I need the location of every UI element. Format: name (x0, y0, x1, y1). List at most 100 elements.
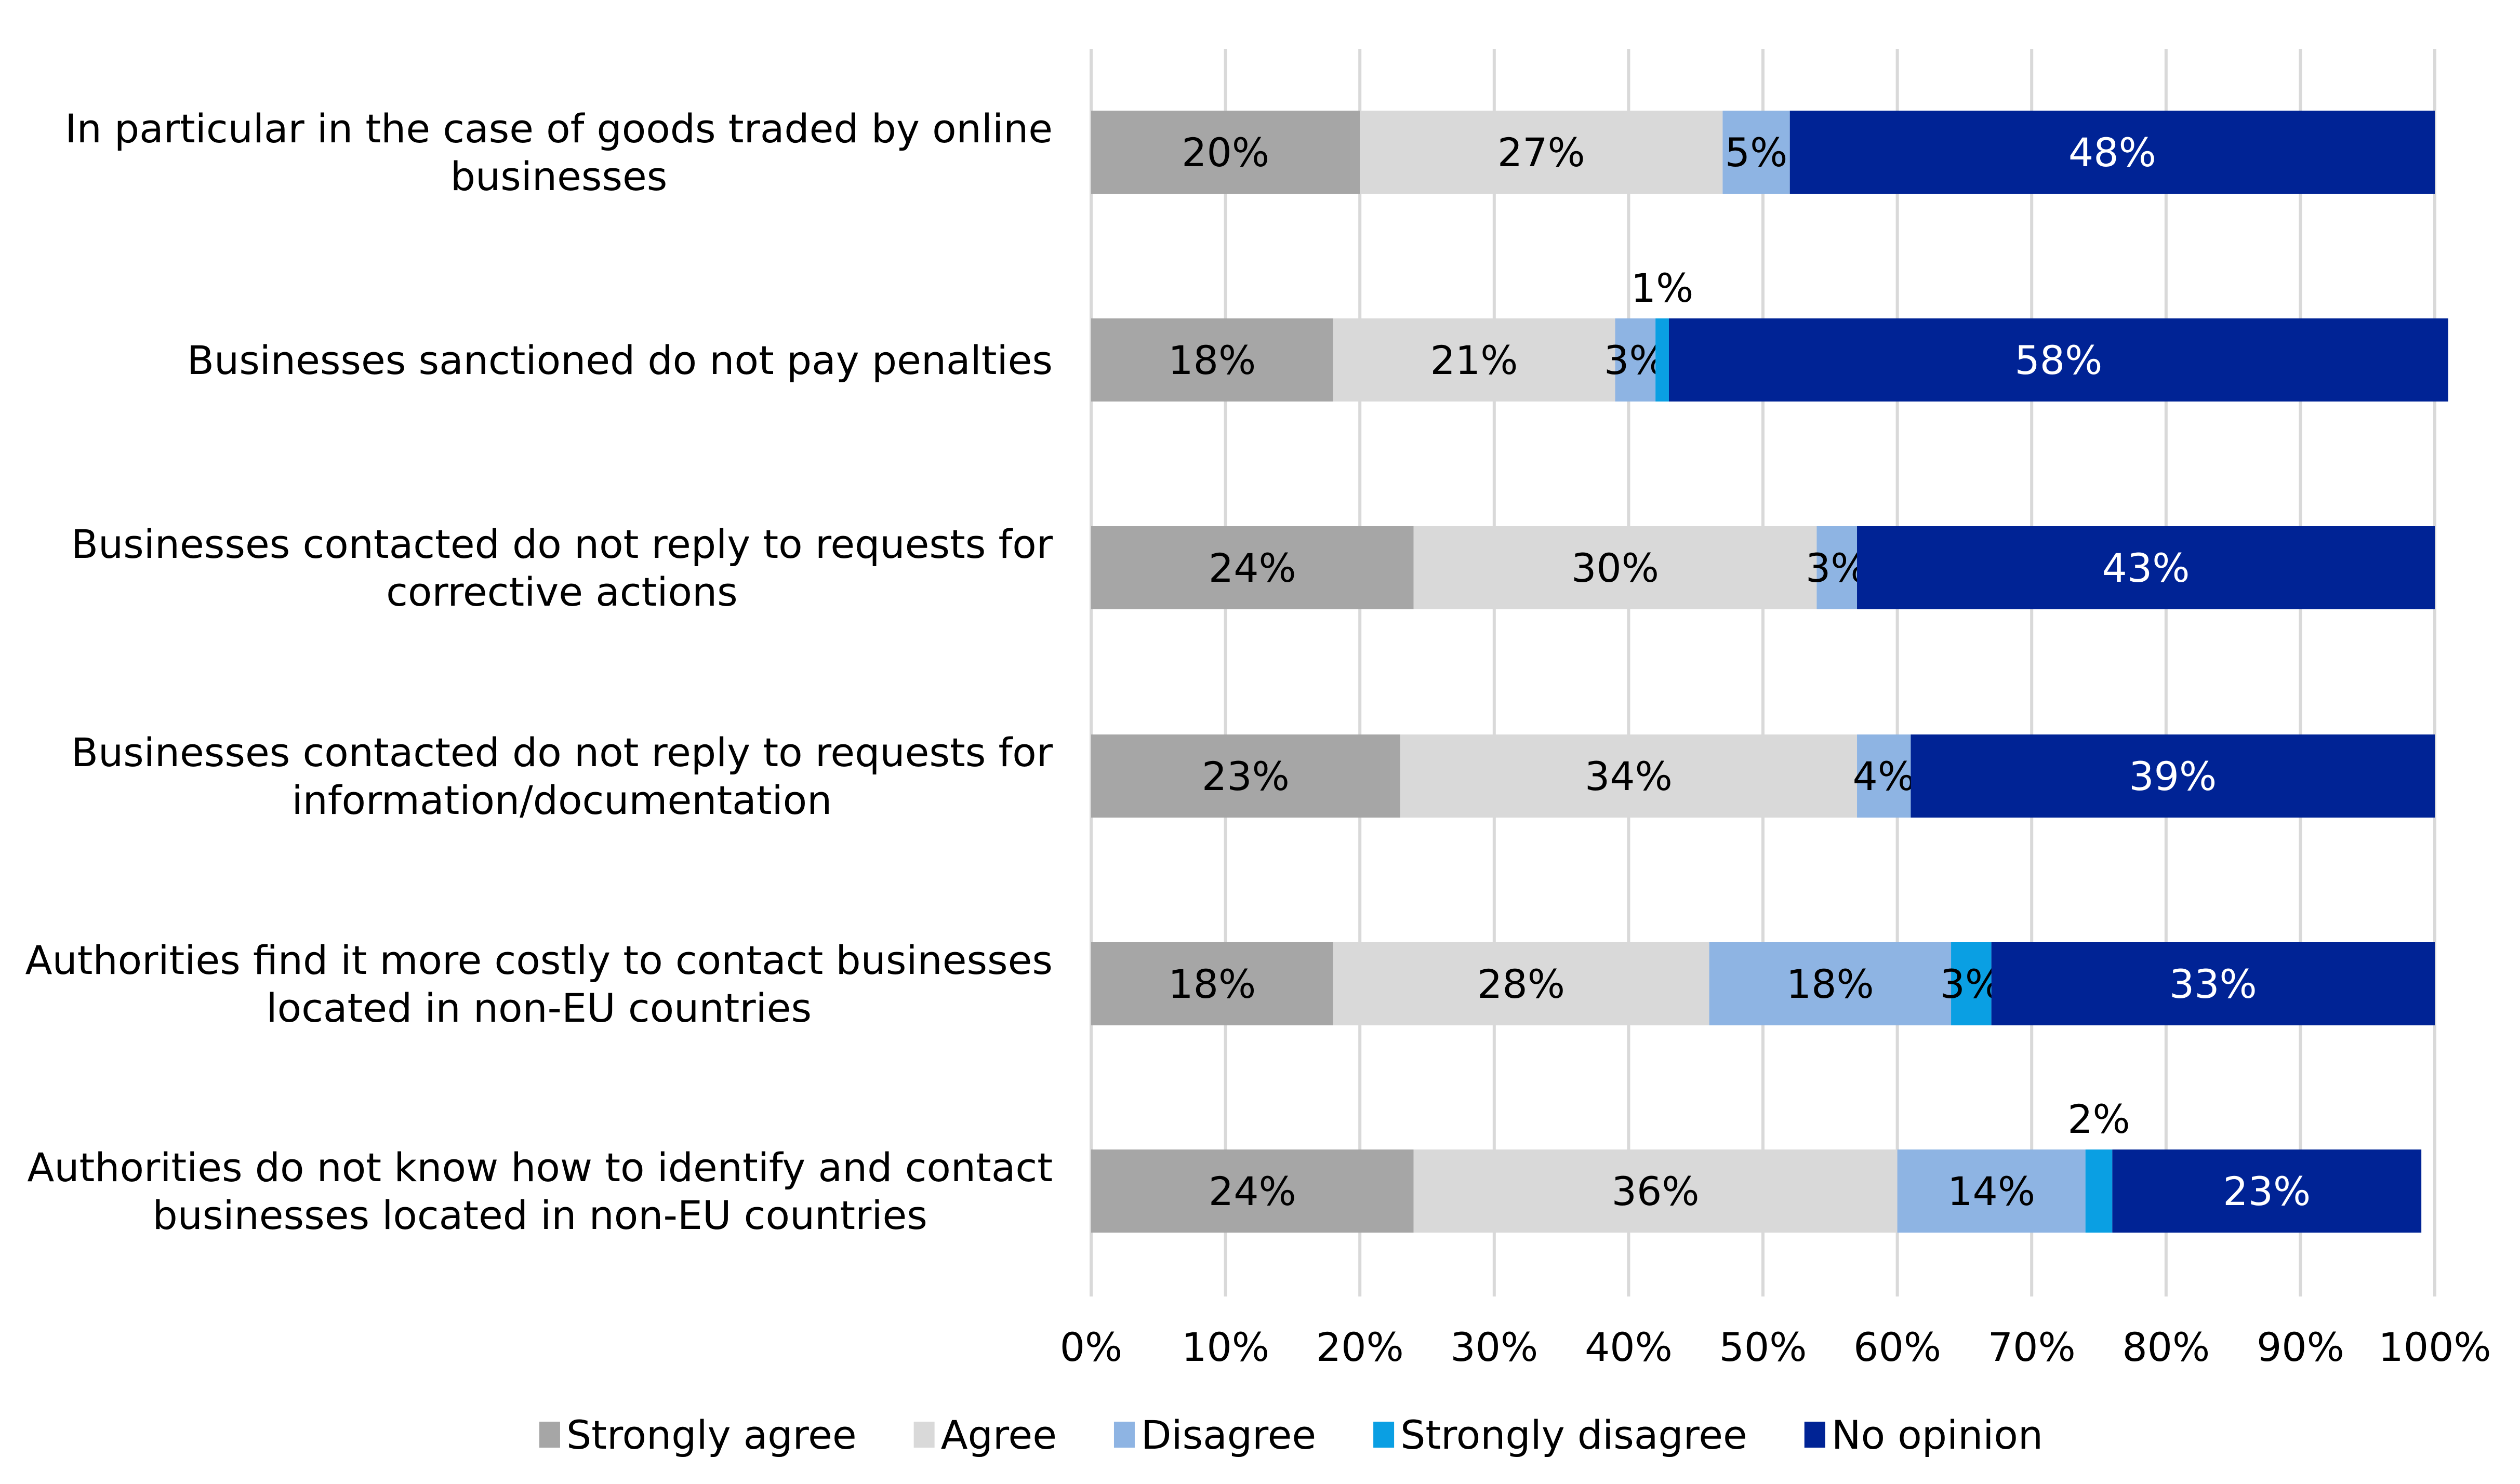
x-tick-label: 10% (1182, 1324, 1269, 1370)
legend-swatch (913, 1422, 935, 1448)
x-tick-label: 50% (1719, 1324, 1807, 1370)
legend-label: Disagree (1141, 1412, 1316, 1458)
bar-segment-strongly-disagree (2085, 1149, 2113, 1233)
category-label-line: businesses (450, 153, 668, 199)
bar-segment-no-opinion (1789, 111, 2435, 194)
bar-segment-agree (1333, 942, 1709, 1025)
category-label: Businesses contacted do not reply to req… (71, 729, 1053, 823)
data-label: 58% (2014, 337, 2102, 383)
bar-row: 24% 36% 14% 2% 23% (1091, 1096, 2422, 1233)
legend-label: No opinion (1832, 1412, 2043, 1458)
bar-segment-no-opinion (1911, 734, 2435, 818)
legend-item: Agree (913, 1412, 1057, 1458)
bar-segment-no-opinion (2112, 1149, 2422, 1233)
x-tick-label: 80% (2122, 1324, 2210, 1370)
x-tick-label: 70% (1988, 1324, 2076, 1370)
bar-segment-agree (1400, 734, 1858, 818)
bar-segment-disagree (1709, 942, 1952, 1025)
data-label: 20% (1182, 129, 1269, 176)
gridlines (1090, 49, 2436, 1296)
category-label-line: located in non-EU countries (266, 985, 812, 1031)
data-label: 18% (1786, 961, 1874, 1007)
bar-segment-strongly-agree (1091, 318, 1333, 402)
category-label: Authorities do not know how to identify … (27, 1144, 1053, 1238)
bar-segment-no-opinion (1668, 318, 2448, 402)
bar-row: 18% 21% 3%1%58% (1091, 265, 2448, 402)
category-label: Businesses contacted do not reply to req… (71, 521, 1053, 615)
data-label: 39% (2129, 753, 2217, 799)
bar-segment-agree (1333, 318, 1615, 402)
category-label-line: Businesses sanctioned do not pay penalti… (187, 337, 1053, 383)
legend-swatch (1373, 1422, 1395, 1448)
bar-segment-agree (1413, 526, 1817, 609)
category-label: Authorities find it more costly to conta… (25, 937, 1053, 1031)
bar-segment-disagree (1857, 734, 1911, 818)
bar-row: 24% 30% 3% 43% (1091, 526, 2435, 609)
x-tick-label: 40% (1585, 1324, 1673, 1370)
data-label: 36% (1612, 1168, 1700, 1214)
data-label: 30% (1571, 545, 1659, 591)
bar-segment-no-opinion (1857, 526, 2435, 609)
legend-label: Agree (941, 1412, 1057, 1458)
bar-segment-disagree (1615, 318, 1656, 402)
bar-row: 18% 28% 18% 3% 33% (1091, 942, 2435, 1025)
legend-swatch (539, 1422, 560, 1448)
category-labels: In particular in the case of goods trade… (25, 105, 1053, 1238)
bar-segment-agree (1360, 111, 1723, 194)
legend-swatch (1113, 1422, 1135, 1448)
legend-item: Strongly agree (539, 1412, 857, 1458)
bar-segment-strongly-agree (1091, 526, 1414, 609)
x-tick-label: 20% (1316, 1324, 1404, 1370)
x-tick-label: 60% (1853, 1324, 1941, 1370)
bars: 20% 27% 5% 48%18% 21% 3%1%58%24% 30% 3% 43%23% 34… (1091, 111, 2448, 1233)
bar-segment-disagree (1722, 111, 1790, 194)
legend-item: Disagree (1113, 1412, 1316, 1458)
bar-segment-strongly-agree (1091, 1149, 1414, 1233)
category-label-line: corrective actions (386, 569, 738, 615)
bar-row: 20% 27% 5% 48% (1091, 111, 2435, 194)
bar-segment-disagree (1897, 1149, 2086, 1233)
category-label-line: information/documentation (291, 777, 832, 823)
data-label: 2% (2067, 1096, 2130, 1142)
data-label: 34% (1585, 753, 1673, 799)
category-label-line: Businesses contacted do not reply to req… (71, 729, 1053, 776)
data-label: 43% (2102, 545, 2190, 591)
bar-segment-no-opinion (1991, 942, 2435, 1025)
data-label: 23% (1202, 753, 1290, 799)
legend-item: Strongly disagree (1373, 1412, 1747, 1458)
legend-swatch (1804, 1422, 1825, 1448)
category-label-line: In particular in the case of goods trade… (65, 105, 1053, 152)
bar-row: 23% 34% 4% 39% (1091, 734, 2435, 818)
data-label: 14% (1947, 1168, 2035, 1214)
data-label: 24% (1209, 1168, 1296, 1214)
bar-segment-strongly-agree (1091, 734, 1400, 818)
legend-item: No opinion (1804, 1412, 2043, 1458)
data-label: 23% (2223, 1168, 2311, 1214)
category-label: Businesses sanctioned do not pay penalti… (187, 337, 1053, 383)
bar-segment-agree (1413, 1149, 1898, 1233)
bar-segment-strongly-disagree (1655, 318, 1669, 402)
category-label-line: businesses located in non-EU countries (153, 1192, 927, 1238)
category-label-line: Authorities do not know how to identify … (27, 1144, 1053, 1191)
data-label: 18% (1168, 961, 1256, 1007)
data-label: 21% (1430, 337, 1518, 383)
data-label: 48% (2068, 129, 2156, 176)
data-label: 18% (1168, 337, 1256, 383)
data-label: 27% (1497, 129, 1585, 176)
data-label: 33% (2169, 961, 2257, 1007)
data-label: 4% (1852, 753, 1915, 799)
bar-segment-strongly-agree (1091, 942, 1333, 1025)
data-label: 28% (1477, 961, 1565, 1007)
legend-label: Strongly disagree (1400, 1412, 1747, 1458)
category-label-line: Businesses contacted do not reply to req… (71, 521, 1053, 567)
bar-segment-disagree (1816, 526, 1858, 609)
x-tick-label: 90% (2257, 1324, 2344, 1370)
data-label: 24% (1209, 545, 1296, 591)
x-tick-label: 100% (2378, 1324, 2491, 1370)
bar-segment-strongly-agree (1091, 111, 1360, 194)
data-label: 1% (1631, 265, 1694, 311)
x-axis-ticks: 0% 10% 20% 30% 40% 50% 60% 70% 80% 90% 100% (1060, 1324, 2491, 1370)
legend-label: Strongly agree (566, 1412, 857, 1458)
x-tick-label: 0% (1060, 1324, 1123, 1370)
